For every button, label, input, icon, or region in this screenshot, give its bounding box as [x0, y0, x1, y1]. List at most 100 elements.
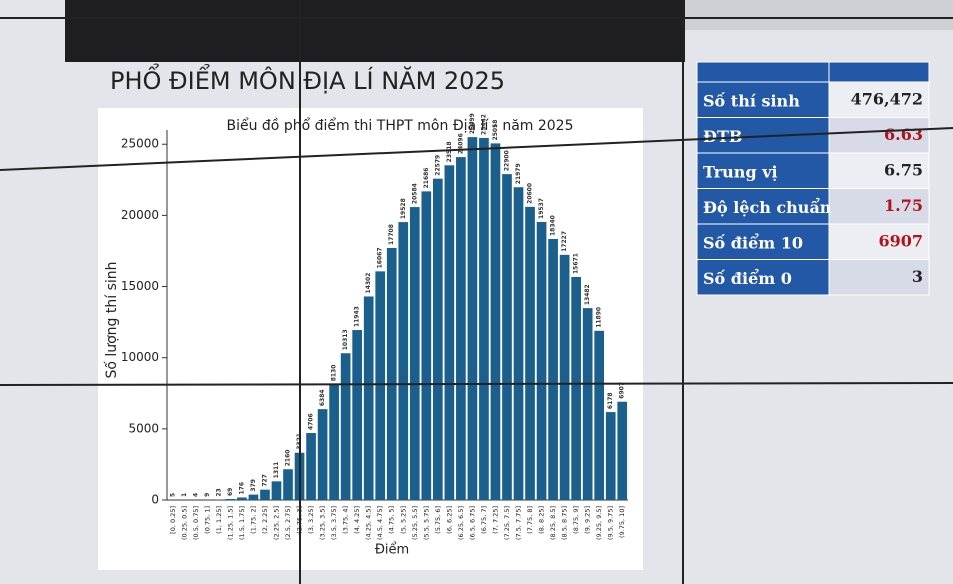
bar	[248, 494, 259, 500]
table-cell-bg	[828, 117, 930, 154]
data-label: 18340	[550, 215, 557, 236]
x-tick-label: (5.75, 6]	[434, 506, 442, 534]
data-label: 24096	[457, 133, 464, 154]
bar	[432, 178, 443, 500]
data-label: 25499	[469, 113, 476, 134]
bar	[421, 191, 432, 500]
slide-title: PHỔ ĐIỂM MÔN ĐỊA LÍ NĂM 2025	[110, 62, 505, 95]
bar	[525, 206, 535, 500]
table-value: 476,472	[851, 89, 923, 108]
x-tick-label: (8.5, 8.75]	[561, 506, 569, 540]
y-tick-label: 10000	[121, 350, 159, 364]
data-label: 16067	[377, 247, 384, 268]
bar	[386, 248, 397, 500]
data-label: 21686	[423, 168, 430, 189]
bar	[329, 384, 339, 500]
x-tick-label: (3, 3.25]	[307, 506, 315, 534]
data-label: 19528	[400, 198, 407, 219]
bar	[605, 412, 616, 500]
data-label: 69	[227, 488, 234, 496]
top-strip	[685, 0, 953, 30]
table-cell-bg	[828, 223, 930, 260]
x-tick-label: (4, 4.25]	[353, 506, 361, 534]
table-label: Trung vị	[703, 162, 778, 181]
bar	[502, 174, 512, 500]
x-tick-label: (6.5, 6.75]	[468, 506, 476, 540]
bar	[225, 499, 236, 500]
x-tick-label: (5.5, 5.75]	[422, 506, 430, 540]
bar	[617, 401, 628, 500]
table-cell-bg	[828, 152, 930, 189]
bar	[456, 157, 466, 500]
table-cell-bg	[696, 223, 830, 260]
bar	[340, 353, 351, 500]
data-label: 17227	[561, 231, 568, 252]
bar	[444, 165, 455, 500]
data-label: 4	[192, 493, 199, 497]
bar	[352, 330, 363, 500]
x-tick-label: (5, 5.25]	[399, 506, 407, 534]
bar	[363, 296, 374, 500]
table-value: 6.63	[884, 125, 923, 144]
data-label: 19537	[538, 198, 545, 219]
y-tick-label: 0	[151, 493, 159, 507]
bar	[571, 276, 581, 500]
header-bar	[65, 0, 685, 62]
table-label: Số điểm 0	[703, 267, 792, 288]
x-tick-label: (4.75, 5]	[388, 506, 396, 534]
table-cell-bg	[696, 188, 830, 225]
x-tick-label: (9.25, 9.5]	[595, 506, 603, 540]
x-tick-label: (7.25, 7.5]	[503, 506, 511, 540]
x-tick-label: (0.5, 0.75]	[192, 506, 200, 540]
table-label: Số thí sinh	[703, 91, 800, 110]
x-tick-label: (5.25, 5.5]	[411, 506, 419, 540]
x-tick-label: (3.25, 3.5]	[319, 506, 327, 540]
bar	[375, 271, 386, 500]
data-label: 11890	[596, 307, 603, 328]
table-value: 1.75	[884, 196, 923, 215]
table-cell-bg	[696, 259, 830, 296]
x-axis-label: Điểm	[375, 543, 409, 558]
x-tick-label: (3.5, 3.75]	[330, 506, 338, 540]
x-tick-label: (3.75, 4]	[342, 506, 350, 534]
data-label: 25058	[492, 120, 499, 141]
x-tick-label: (1.5, 1.75]	[238, 506, 246, 540]
x-tick-label: (9.5, 9.75]	[607, 506, 615, 540]
data-label: 14302	[365, 273, 372, 294]
data-label: 727	[261, 474, 268, 487]
data-label: 22900	[503, 150, 510, 171]
table-value: 6.75	[884, 160, 923, 179]
x-tick-label: (6.25, 6.5]	[457, 506, 465, 540]
bar	[548, 239, 558, 500]
data-label: 23	[215, 488, 222, 496]
data-label: 2160	[285, 450, 292, 467]
x-tick-label: (2, 2.25]	[261, 506, 269, 534]
table-value: 3	[912, 267, 923, 286]
x-tick-label: [0, 0.25]	[169, 506, 177, 534]
data-label: 17708	[388, 224, 395, 245]
x-tick-label: (6, 6.25]	[445, 506, 453, 534]
x-tick-label: (9.75, 10]	[618, 506, 626, 538]
data-label: 4706	[308, 413, 315, 430]
x-tick-label: (9, 9.25]	[584, 506, 592, 534]
x-tick-label: (8.25, 8.5]	[549, 506, 557, 540]
x-tick-label: (7.5, 7.75]	[515, 506, 523, 540]
data-label: 23518	[446, 141, 453, 162]
bar	[582, 308, 593, 500]
data-label: 25442	[480, 114, 487, 135]
bar	[398, 222, 409, 500]
table-value: 6907	[878, 231, 923, 250]
x-tick-label: (0.75, 1]	[203, 506, 211, 534]
data-label: 8130	[331, 365, 338, 382]
data-label: 21979	[515, 163, 522, 184]
x-tick-label: (7.75, 8]	[526, 506, 534, 534]
x-tick-label: (0.25, 0.5]	[180, 506, 188, 540]
bar	[536, 221, 547, 501]
table-cell-bg	[828, 81, 930, 118]
x-tick-label: (6.75, 7]	[480, 506, 488, 534]
bar	[237, 497, 247, 500]
x-tick-label: (1.75, 2]	[249, 506, 257, 534]
y-axis-label: Số lượng thí sinh	[103, 261, 120, 378]
y-tick-label: 5000	[128, 421, 159, 435]
